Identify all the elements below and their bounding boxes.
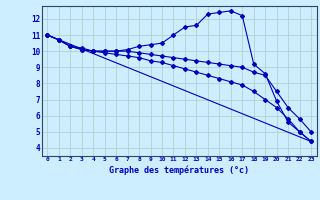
X-axis label: Graphe des températures (°c): Graphe des températures (°c) (109, 165, 249, 175)
